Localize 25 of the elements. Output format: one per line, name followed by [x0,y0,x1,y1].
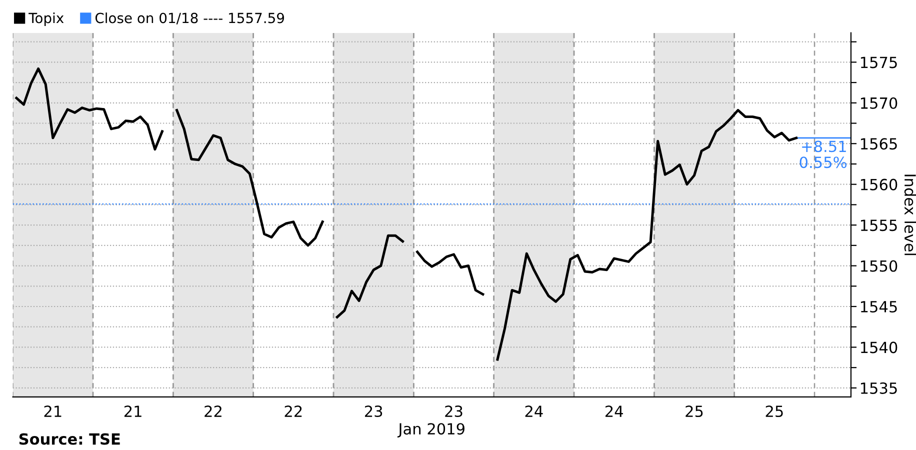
y-tick-label: 1535 [860,382,897,394]
x-tick-label: 21 [124,406,142,417]
y-tick-label: 1565 [860,138,897,150]
annotation: +8.51 0.55% [800,140,846,168]
x-tick-label: 23 [364,406,382,418]
x-tick-label: 25 [686,406,703,418]
y-tick-label: 1560 [860,178,898,190]
x-tick-label: 21 [44,406,62,417]
x-tick-label: 25 [766,406,783,418]
x-tick-label: 22 [204,406,222,417]
x-axis-title: Jan 2019 [397,423,464,438]
x-tick-label: 23 [445,406,462,418]
x-tick-label: 24 [525,406,543,417]
y-tick-label: 1550 [860,260,898,272]
source-note: Source: TSE [19,433,120,445]
x-tick-label: 24 [605,406,623,417]
legend-label: Topix [28,12,64,26]
legend-label: Close on 01/18 ---- 1557.59 [95,12,284,24]
y-axis-title: Index level [904,174,916,256]
y-tick-label: 1575 [860,56,897,68]
y-tick-label: 1555 [860,220,897,232]
y-tick-label: 1545 [860,301,897,313]
x-tick-label: 22 [284,406,302,417]
y-tick-label: 1570 [860,97,898,109]
y-tick-label: 1540 [860,342,898,354]
